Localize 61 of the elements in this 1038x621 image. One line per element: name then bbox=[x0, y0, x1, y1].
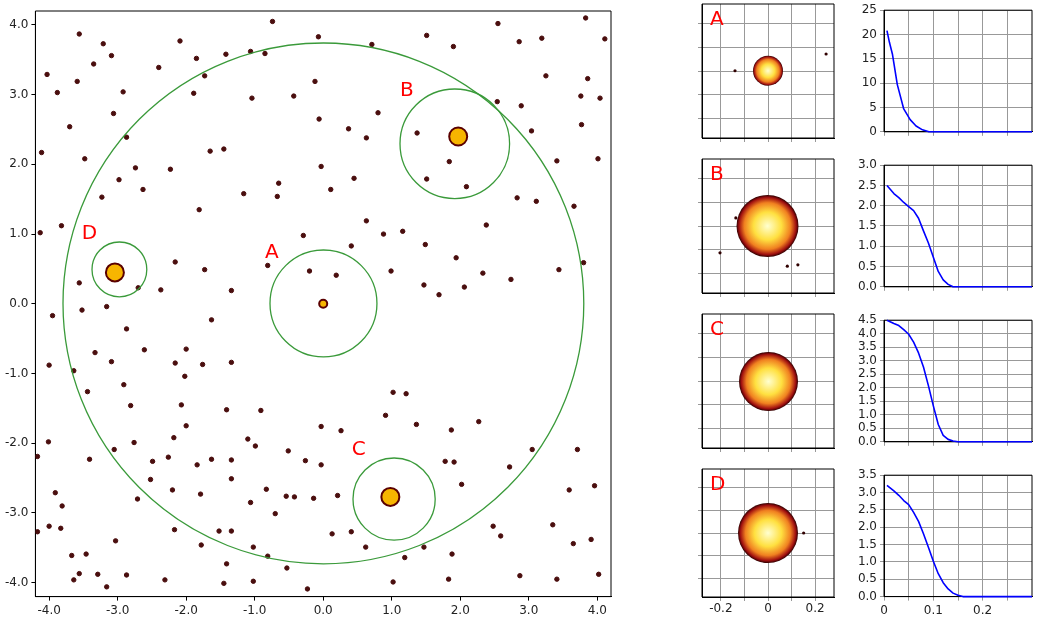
y-tick-label: 1.0 bbox=[857, 238, 877, 253]
x-tick-label: 2.0 bbox=[450, 602, 470, 617]
y-tick-label: 5 bbox=[869, 99, 877, 114]
y-tick-label: 2.0 bbox=[857, 379, 877, 394]
y-tick-label: -1.0 bbox=[4, 365, 29, 380]
x-tick-label: 1.0 bbox=[382, 602, 402, 617]
y-tick-label: 2.0 bbox=[9, 156, 29, 171]
x-tick-label: -3.0 bbox=[105, 602, 130, 617]
y-tick-label: 1.5 bbox=[857, 536, 877, 551]
text: B bbox=[710, 161, 724, 186]
y-tick-label: 25 bbox=[861, 2, 877, 17]
y-tick-label: 3.0 bbox=[857, 484, 877, 499]
y-tick-label: 1.5 bbox=[857, 393, 877, 408]
annotation: C bbox=[351, 435, 366, 460]
y-tick-label: -3.0 bbox=[4, 505, 29, 520]
x-tick-label: -2.0 bbox=[174, 602, 198, 617]
y-tick-label: 0.0 bbox=[857, 278, 877, 293]
x-tick-label: 0.2 bbox=[973, 602, 993, 617]
y-tick-label: 20 bbox=[861, 26, 877, 41]
y-tick-label: 4.5 bbox=[857, 312, 877, 327]
y-tick-label: 3.0 bbox=[9, 86, 29, 101]
x-tick-label: 0.1 bbox=[923, 602, 943, 617]
text: -0.2 bbox=[709, 601, 733, 616]
x-tick-label: 0.0 bbox=[313, 602, 333, 617]
y-tick-label: 2.5 bbox=[857, 502, 877, 517]
y-tick-label: 0.5 bbox=[857, 258, 877, 273]
y-tick-label: 0.5 bbox=[857, 571, 877, 586]
y-tick-label: 1.0 bbox=[857, 554, 877, 569]
x-tick-label: 4.0 bbox=[587, 602, 607, 617]
y-tick-label: 3.0 bbox=[857, 157, 877, 172]
y-tick-label: 3.5 bbox=[857, 339, 877, 354]
y-tick-label: 1.0 bbox=[9, 226, 29, 241]
y-tick-label: 0 bbox=[869, 123, 877, 138]
x-tick-label: 3.0 bbox=[519, 602, 539, 617]
y-tick-label: 2.5 bbox=[857, 366, 877, 381]
y-tick-label: 1.0 bbox=[857, 406, 877, 421]
y-tick-label: 3.5 bbox=[857, 467, 877, 482]
y-tick-label: 0.0 bbox=[857, 433, 877, 448]
y-tick-label: 10 bbox=[861, 75, 877, 90]
y-tick-label: -2.0 bbox=[4, 435, 29, 450]
annotation: B bbox=[399, 76, 414, 101]
y-tick-label: 2.0 bbox=[857, 519, 877, 534]
y-tick-label: 15 bbox=[861, 50, 877, 65]
x-tick-label: -1.0 bbox=[242, 602, 267, 617]
x-tick-label: -4.0 bbox=[37, 602, 61, 617]
annotation: D bbox=[81, 220, 98, 245]
y-tick-label: 1.5 bbox=[857, 218, 877, 233]
y-tick-label: 0.0 bbox=[9, 295, 29, 310]
annotation: A bbox=[264, 239, 279, 264]
y-tick-label: 0.5 bbox=[857, 420, 877, 435]
y-tick-label: 0.0 bbox=[857, 588, 877, 603]
y-tick-label: 2.0 bbox=[857, 197, 877, 212]
text: A bbox=[710, 6, 724, 31]
y-tick-label: -4.0 bbox=[4, 574, 29, 589]
y-tick-label: 4.0 bbox=[9, 17, 29, 32]
y-tick-label: 4.0 bbox=[857, 325, 877, 340]
x-tick-label: 0 bbox=[880, 602, 888, 617]
y-tick-label: 3.0 bbox=[857, 352, 877, 367]
text: C bbox=[710, 316, 724, 341]
y-tick-label: 2.5 bbox=[857, 177, 877, 192]
text: D bbox=[710, 471, 726, 496]
